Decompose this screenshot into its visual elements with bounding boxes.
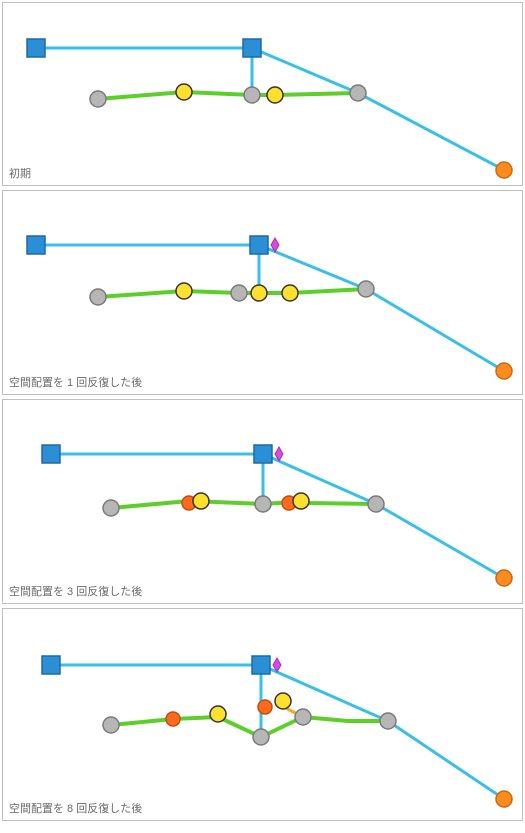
- edge-blue: [388, 721, 504, 799]
- edge-blue: [376, 504, 504, 578]
- node-gray: [253, 729, 269, 745]
- node-yellow: [275, 693, 291, 709]
- node-gray: [358, 281, 374, 297]
- node-square: [252, 656, 270, 674]
- node-square: [42, 656, 60, 674]
- panel-caption: 初期: [9, 165, 31, 181]
- node-yellow: [282, 285, 298, 301]
- node-gray: [295, 709, 311, 725]
- panel-caption: 空間配置を 3 回反復した後: [9, 583, 142, 599]
- node-square: [254, 445, 272, 463]
- node-square: [250, 236, 268, 254]
- diagram-panel-1: 空間配置を 1 回反復した後: [2, 190, 523, 395]
- node-gray: [231, 285, 247, 301]
- diagram-panel-2: 空間配置を 3 回反復した後: [2, 399, 523, 604]
- panel-caption: 空間配置を 1 回反復した後: [9, 374, 142, 390]
- node-square: [27, 39, 45, 57]
- node-gray: [380, 713, 396, 729]
- node-square: [42, 445, 60, 463]
- node-gray: [103, 500, 119, 516]
- edge-blue: [263, 454, 376, 504]
- node-gray: [103, 717, 119, 733]
- node-orange: [496, 791, 512, 807]
- node-o_small: [258, 700, 272, 714]
- network-diagram: [3, 400, 523, 604]
- node-gray: [255, 496, 271, 512]
- node-gray: [244, 87, 260, 103]
- node-gray: [350, 85, 366, 101]
- node-yellow: [267, 87, 283, 103]
- node-yellow: [193, 493, 209, 509]
- node-yellow: [176, 283, 192, 299]
- edge-green: [98, 92, 358, 99]
- node-gray: [368, 496, 384, 512]
- node-yellow: [210, 706, 226, 722]
- edge-blue: [252, 48, 358, 93]
- node-orange: [496, 363, 512, 379]
- edge-green: [111, 717, 388, 737]
- diagram-panel-3: 空間配置を 8 回反復した後: [2, 608, 523, 821]
- edge-blue: [366, 289, 504, 371]
- node-yellow: [293, 493, 309, 509]
- node-square: [27, 236, 45, 254]
- edge-green: [111, 501, 376, 508]
- node-square: [243, 39, 261, 57]
- node-gray: [90, 91, 106, 107]
- node-o_small: [166, 712, 180, 726]
- network-diagram: [3, 609, 523, 821]
- panel-caption: 空間配置を 8 回反復した後: [9, 800, 142, 816]
- node-yellow: [251, 285, 267, 301]
- node-orange: [496, 570, 512, 586]
- diagram-panel-0: 初期: [2, 2, 523, 186]
- network-diagram: [3, 3, 523, 186]
- edge-blue: [358, 93, 504, 170]
- node-yellow: [176, 84, 192, 100]
- node-orange: [496, 162, 512, 178]
- network-diagram: [3, 191, 523, 395]
- node-gray: [90, 289, 106, 305]
